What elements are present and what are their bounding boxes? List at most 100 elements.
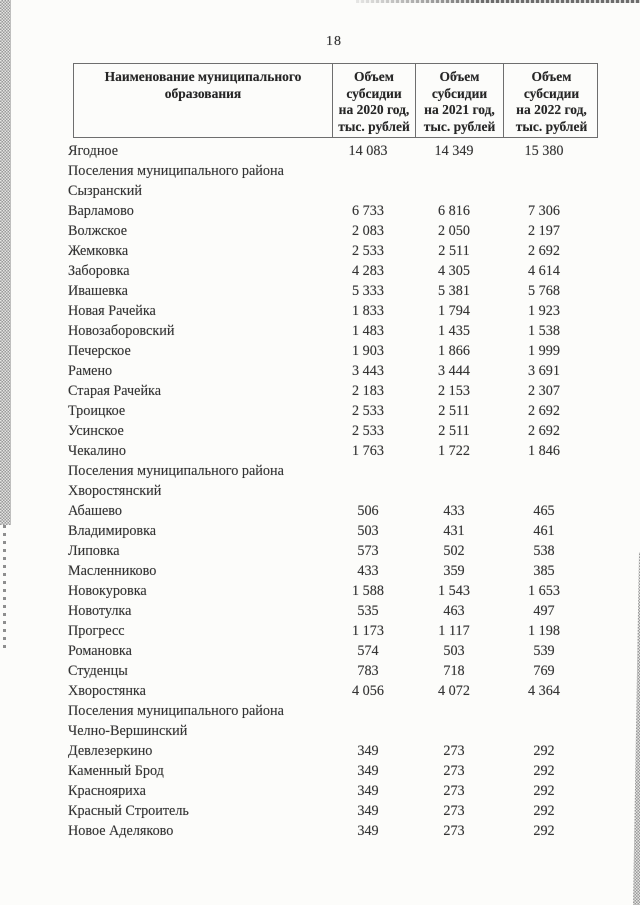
municipality-name: Хворостянский [68, 483, 162, 499]
subsidy-value-2022 [498, 721, 590, 741]
subsidy-value-2021: 273 [443, 823, 465, 839]
subsidy-value-2021: 359 [443, 563, 465, 579]
subsidy-value-2021: 4 305 [438, 263, 470, 279]
municipality-name: Масленниково [68, 563, 157, 579]
table-row: Рамено 3 443 3 444 3 691 [68, 361, 598, 381]
subsidy-value-2022 [498, 161, 590, 181]
table-row: Новое Аделяково 349 273 292 [68, 821, 598, 841]
subsidy-value-2022: 1 923 [528, 303, 560, 319]
subsidy-value-2022: 15 380 [524, 143, 564, 159]
municipality-name: Усинское [68, 423, 124, 439]
subsidy-value-2022 [498, 481, 590, 501]
subsidy-value-2022: 292 [533, 743, 555, 759]
table-row: Краснояриха 349 273 292 [68, 781, 598, 801]
table-row: Владимировка 503 431 461 [68, 521, 598, 541]
municipality-name: Красный Строитель [68, 803, 189, 819]
subsidy-value-2020: 506 [357, 503, 379, 519]
municipality-name: Чекалино [68, 443, 126, 459]
subsidy-value-2021: 718 [443, 663, 465, 679]
subsidy-value-2020 [326, 481, 410, 501]
subsidy-value-2022: 2 197 [528, 223, 560, 239]
subsidy-value-2020: 349 [357, 763, 379, 779]
subsidy-value-2020: 2 533 [352, 423, 384, 439]
subsidy-value-2020: 2 533 [352, 403, 384, 419]
subsidy-value-2020: 1 763 [352, 443, 384, 459]
table-row: Студенцы 783 718 769 [68, 661, 598, 681]
municipality-name: Сызранский [68, 183, 142, 199]
municipality-name: Новозаборовский [68, 323, 175, 339]
municipality-name: Рамено [68, 363, 113, 379]
table-row: Жемковка 2 533 2 511 2 692 [68, 241, 598, 261]
subsidy-value-2022: 769 [533, 663, 555, 679]
subsidy-value-2020 [326, 181, 410, 201]
subsidy-value-2020: 574 [357, 643, 379, 659]
subsidy-value-2021: 502 [443, 543, 465, 559]
municipality-name: Липовка [68, 543, 120, 559]
subsidy-value-2022 [498, 461, 590, 481]
municipality-name: Поселения муниципального района [68, 463, 284, 479]
municipality-name: Каменный Брод [68, 763, 164, 779]
municipality-name: Старая Рачейка [68, 383, 162, 399]
municipality-name: Новотулка [68, 603, 132, 619]
subsidy-value-2022: 2 307 [528, 383, 560, 399]
subsidy-value-2020 [326, 701, 410, 721]
subsidy-value-2022: 4 364 [528, 683, 560, 699]
table-row: Ивашевка 5 333 5 381 5 768 [68, 281, 598, 301]
subsidy-value-2020: 4 056 [352, 683, 384, 699]
municipality-name: Заборовка [68, 263, 130, 279]
table-row: Сызранский [68, 181, 598, 201]
subsidy-value-2021: 1 117 [438, 623, 470, 639]
subsidy-value-2022: 5 768 [528, 283, 560, 299]
col-header-subsidy-2022: Объем субсидии на 2022 год, тыс. рублей [515, 69, 588, 134]
subsidy-value-2021 [410, 461, 498, 481]
subsidy-value-2021: 1 794 [438, 303, 470, 319]
subsidy-value-2022: 1 653 [528, 583, 560, 599]
subsidy-value-2022: 292 [533, 823, 555, 839]
subsidy-value-2022: 539 [533, 643, 555, 659]
municipality-name: Поселения муниципального района [68, 163, 284, 179]
municipality-name: Владимировка [68, 523, 157, 539]
page-number: 18 [326, 34, 342, 49]
subsidy-value-2022: 385 [533, 563, 555, 579]
municipality-name: Печерское [68, 343, 131, 359]
municipality-name: Новокуровка [68, 583, 147, 599]
subsidy-value-2021: 273 [443, 743, 465, 759]
subsidy-value-2020: 1 483 [352, 323, 384, 339]
subsidy-value-2021: 433 [443, 503, 465, 519]
table-row: Троицкое 2 533 2 511 2 692 [68, 401, 598, 421]
table-row: Новотулка 535 463 497 [68, 601, 598, 621]
subsidy-value-2020: 349 [357, 783, 379, 799]
subsidy-value-2021: 2 511 [438, 423, 470, 439]
subsidy-value-2021: 1 543 [438, 583, 470, 599]
subsidy-value-2022: 3 691 [528, 363, 560, 379]
subsidy-value-2020: 2 183 [352, 383, 384, 399]
table-row: Волжское 2 083 2 050 2 197 [68, 221, 598, 241]
municipality-name: Варламово [68, 203, 134, 219]
subsidy-value-2020: 4 283 [352, 263, 384, 279]
subsidy-value-2022: 1 999 [528, 343, 560, 359]
subsidy-value-2022: 538 [533, 543, 555, 559]
subsidy-value-2021: 273 [443, 763, 465, 779]
subsidy-value-2020: 1 903 [352, 343, 384, 359]
table-row: Хворостянский [68, 481, 598, 501]
subsidy-value-2020: 535 [357, 603, 379, 619]
subsidy-value-2021 [410, 481, 498, 501]
subsidy-value-2022: 4 614 [528, 263, 560, 279]
subsidy-value-2022: 7 306 [528, 203, 560, 219]
subsidy-value-2022: 292 [533, 783, 555, 799]
subsidy-value-2022 [498, 181, 590, 201]
subsidy-value-2021: 503 [443, 643, 465, 659]
municipality-name: Новое Аделяково [68, 823, 174, 839]
table-row: Масленниково 433 359 385 [68, 561, 598, 581]
subsidy-value-2021: 2 153 [438, 383, 470, 399]
subsidy-value-2020 [326, 721, 410, 741]
municipality-name: Ягодное [68, 143, 118, 159]
table-row: Поселения муниципального района [68, 461, 598, 481]
subsidy-value-2021 [410, 721, 498, 741]
subsidy-value-2022: 465 [533, 503, 555, 519]
col-header-subsidy-2020: Объем субсидии на 2020 год, тыс. рублей [333, 64, 416, 137]
subsidy-value-2021: 14 349 [434, 143, 474, 159]
municipality-name: Троицкое [68, 403, 126, 419]
municipality-name: Поселения муниципального района [68, 703, 284, 719]
table-row: Липовка 573 502 538 [68, 541, 598, 561]
